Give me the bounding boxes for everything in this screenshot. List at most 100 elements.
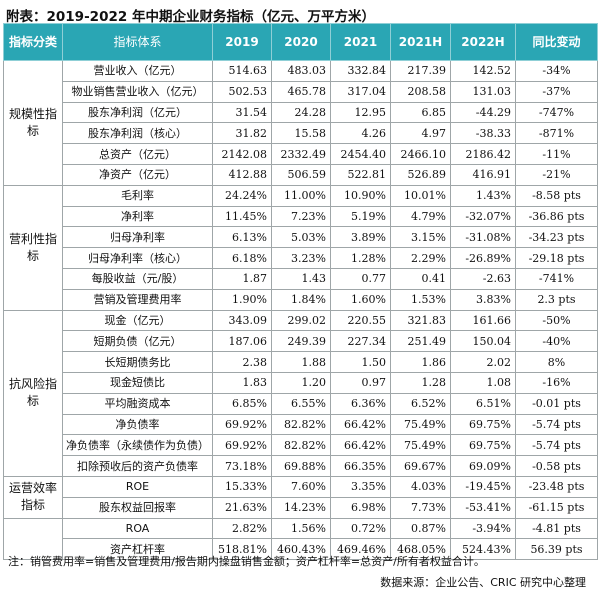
header-year: 2021H — [390, 23, 451, 61]
yoy-cell: -747% — [515, 101, 598, 124]
value-cell: 2.29% — [390, 247, 451, 269]
value-cell: 0.97 — [330, 371, 391, 394]
value-cell: 4.26 — [330, 122, 391, 145]
value-cell: 524.43% — [450, 538, 516, 561]
value-cell: 2332.49 — [271, 143, 331, 165]
yoy-cell: -11% — [515, 143, 598, 165]
indicator-label: 平均融资成本 — [62, 392, 213, 415]
value-cell: 21.63% — [212, 496, 272, 519]
indicator-label: 毛利率 — [62, 184, 213, 207]
indicator-label: 净利率 — [62, 205, 213, 228]
value-cell: 465.78 — [271, 80, 331, 103]
value-cell: 66.42% — [330, 413, 391, 436]
value-cell: 15.33% — [212, 475, 272, 498]
table-row: 扣除预收后的资产负债率 73.18% 69.88% 66.35% 69.67% 69.09… — [4, 455, 598, 477]
value-cell: -38.33 — [450, 122, 516, 145]
value-cell: -3.94% — [450, 517, 516, 540]
value-cell: 1.84% — [271, 288, 331, 311]
value-cell: 66.42% — [330, 434, 391, 457]
indicator-label: 营销及管理费用率 — [62, 288, 213, 311]
yoy-cell: -871% — [515, 122, 598, 145]
indicator-label: 股东净利润（亿元） — [62, 101, 213, 124]
value-cell: 6.98% — [330, 496, 391, 519]
indicator-label: 归母净利率 — [62, 226, 213, 249]
yoy-cell: -36.86 pts — [515, 205, 598, 228]
header-year: 2019 — [212, 23, 272, 61]
table-row: 归母净利率 6.13% 5.03% 3.89% 3.15% -31.08% -34.23 p… — [4, 226, 598, 249]
table-row: 净负债率 69.92% 82.82% 66.42% 75.49% 69.75% -5.74 … — [4, 413, 598, 436]
value-cell: 3.35% — [330, 475, 391, 498]
value-cell: 6.18% — [212, 247, 272, 269]
indicator-label: 现金（亿元） — [62, 309, 213, 332]
value-cell: 1.87 — [212, 267, 272, 290]
value-cell: 6.13% — [212, 226, 272, 249]
yoy-cell: -29.18 pts — [515, 247, 598, 269]
value-cell: 3.23% — [271, 247, 331, 269]
table-row: 平均融资成本 6.85% 6.55% 6.36% 6.52% 6.51% -0.01 pts — [4, 392, 598, 415]
indicator-label: 现金短债比 — [62, 371, 213, 394]
value-cell: 31.82 — [212, 122, 272, 145]
header-row: 指标分类 指标体系 2019 2020 2021 2021H 2022H 同比变… — [3, 23, 598, 61]
value-cell: 208.58 — [390, 80, 451, 103]
value-cell: 0.41 — [390, 267, 451, 290]
value-cell: 1.88 — [271, 351, 331, 373]
table-row: 总资产（亿元） 2142.08 2332.49 2454.40 2466.10 2186.… — [4, 143, 598, 165]
table-row: 现金短债比 1.83 1.20 0.97 1.28 1.08 -16% — [4, 371, 598, 394]
value-cell: 7.60% — [271, 475, 331, 498]
indicator-label: 营业收入（亿元） — [62, 60, 213, 82]
value-cell: 5.03% — [271, 226, 331, 249]
indicator-label: 净负债率 — [62, 413, 213, 436]
value-cell: 416.91 — [450, 163, 516, 186]
indicator-label: 物业销售营业收入（亿元） — [62, 80, 213, 103]
value-cell: 150.04 — [450, 330, 516, 353]
value-cell: 3.15% — [390, 226, 451, 249]
yoy-cell: -8.58 pts — [515, 184, 598, 207]
value-cell: 502.53 — [212, 80, 272, 103]
value-cell: 82.82% — [271, 413, 331, 436]
indicator-label: 资产杠杆率 — [62, 538, 213, 561]
value-cell: 3.83% — [450, 288, 516, 311]
yoy-cell: -34.23 pts — [515, 226, 598, 249]
yoy-cell: 56.39 pts — [515, 538, 598, 561]
value-cell: 1.86 — [390, 351, 451, 373]
value-cell: 460.43% — [271, 538, 331, 561]
indicator-label: ROA — [62, 517, 213, 540]
value-cell: 4.79% — [390, 205, 451, 228]
value-cell: 4.97 — [390, 122, 451, 145]
financial-table: 指标分类 指标体系 2019 2020 2021 2021H 2022H 同比变… — [3, 23, 598, 561]
value-cell: 69.75% — [450, 413, 516, 436]
yoy-cell: -23.48 pts — [515, 475, 598, 498]
table-row: 股东净利润（核心） 31.82 15.58 4.26 4.97 -38.33 -871% — [4, 122, 598, 145]
value-cell: -31.08% — [450, 226, 516, 249]
value-cell: -53.41% — [450, 496, 516, 519]
table-row: 规模性指标 营业收入（亿元） 514.63 483.03 332.84 217.39 142… — [3, 60, 598, 186]
value-cell: 1.56% — [271, 517, 331, 540]
value-cell: 6.52% — [390, 392, 451, 415]
yoy-cell: -5.74 pts — [515, 413, 598, 436]
table-row: 净负债率（永续债作为负债） 69.92% 82.82% 66.42% 75.49% 69.… — [4, 434, 598, 457]
category-cell — [3, 517, 63, 561]
value-cell: 1.20 — [271, 371, 331, 394]
indicator-label: 短期负债（亿元） — [62, 330, 213, 353]
value-cell: 14.23% — [271, 496, 331, 519]
header-yoy: 同比变动 — [515, 23, 598, 61]
value-cell: 2454.40 — [330, 143, 391, 165]
value-cell: 6.36% — [330, 392, 391, 415]
indicator-label: 扣除预收后的资产负债率 — [62, 455, 213, 477]
value-cell: 1.28 — [390, 371, 451, 394]
value-cell: -32.07% — [450, 205, 516, 228]
value-cell: 1.08 — [450, 371, 516, 394]
value-cell: 6.51% — [450, 392, 516, 415]
value-cell: -26.89% — [450, 247, 516, 269]
value-cell: 412.88 — [212, 163, 272, 186]
value-cell: 1.50 — [330, 351, 391, 373]
table-row: 运营效率指标 ROE 15.33% 7.60% 3.35% 4.03% -19.45% -23… — [3, 475, 598, 519]
value-cell: 2186.42 — [450, 143, 516, 165]
value-cell: 187.06 — [212, 330, 272, 353]
value-cell: 0.87% — [390, 517, 451, 540]
yoy-cell: -21% — [515, 163, 598, 186]
value-cell: 217.39 — [390, 60, 451, 82]
value-cell: 317.04 — [330, 80, 391, 103]
yoy-cell: -50% — [515, 309, 598, 332]
value-cell: 251.49 — [390, 330, 451, 353]
